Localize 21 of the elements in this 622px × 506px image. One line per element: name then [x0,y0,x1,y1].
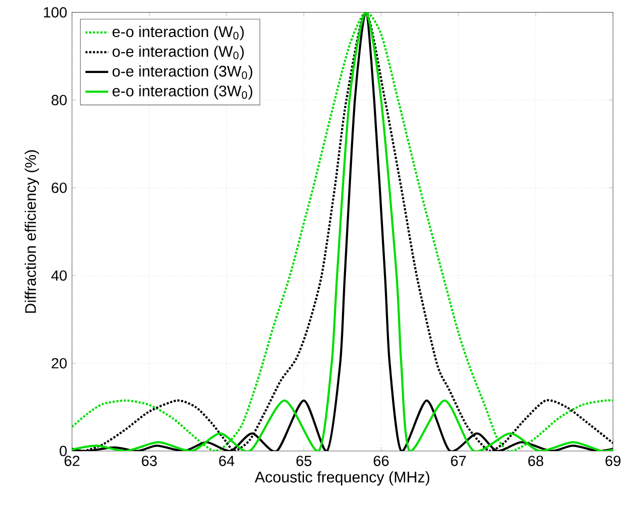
x-tick-label: 68 [528,456,544,466]
x-tick-label: 64 [219,456,234,466]
y-tick-label: 20 [52,358,67,368]
x-tick-label: 65 [296,456,312,466]
line-series [72,12,613,451]
x-tick-label: 67 [451,456,466,466]
y-tick-label: 80 [52,94,67,106]
y-tick-label: 0 [60,446,67,456]
y-tick-label: 100 [44,7,67,18]
y-tick-label: 60 [52,182,67,193]
x-tick-label: 69 [606,456,620,466]
x-axis-title: Acoustic frequency (MHz) [254,471,430,486]
legend-label: e-o interaction (3W$_{0}$) [112,85,252,100]
y-axis-title: Diffraction efficiency (%) [24,150,39,313]
legend-label: o-e interaction (3W$_{0}$) [112,65,252,80]
x-tick-label: 63 [142,456,157,466]
y-tick-label: 40 [51,270,67,281]
legend-label: e-o interaction (W$_{0}$) [112,26,244,40]
legend-label: o-e interaction (W$_{0}$) [112,46,244,60]
x-tick-label: 62 [64,456,80,466]
x-tick-label: 66 [374,456,389,466]
